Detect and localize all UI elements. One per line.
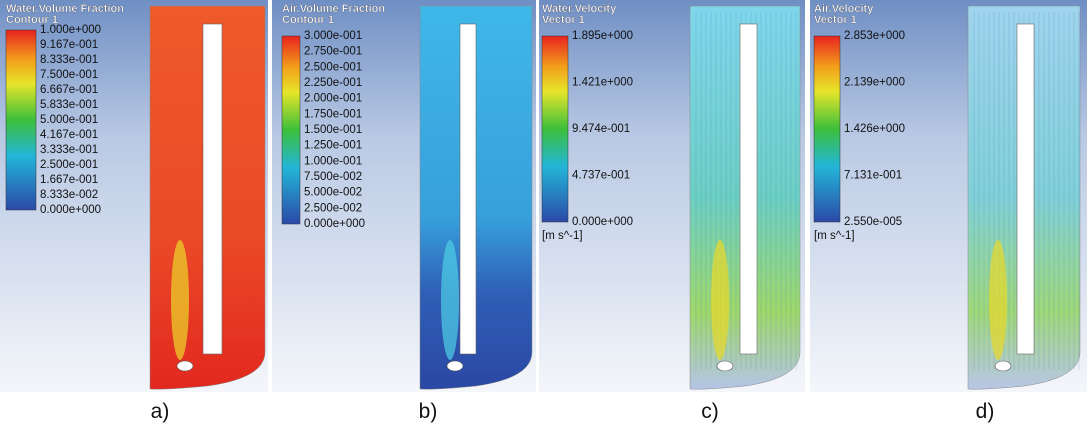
legend-label: 2.139e+000 xyxy=(844,77,905,89)
color-bar xyxy=(813,35,841,223)
legend-label: 4.737e-001 xyxy=(572,170,630,182)
baffle xyxy=(1016,23,1035,355)
baffle xyxy=(739,23,758,355)
legend-unit: [m s^-1] xyxy=(814,230,855,242)
legend-label: 2.750e-001 xyxy=(304,46,362,58)
legend-unit: [m s^-1] xyxy=(542,230,583,242)
baffle xyxy=(202,23,223,355)
caption: b) xyxy=(419,400,438,423)
legend-label: 2.500e-001 xyxy=(304,61,362,73)
legend-label: 1.895e+000 xyxy=(572,30,633,42)
legend-label: 1.000e+000 xyxy=(40,24,101,36)
panel-subtitle: Contour 1 xyxy=(6,14,58,26)
legend-label: 9.474e-001 xyxy=(572,123,630,135)
legend-label: 1.250e-001 xyxy=(304,140,362,152)
legend-label: 2.000e-001 xyxy=(304,93,362,105)
nozzle xyxy=(716,360,734,372)
legend-label: 2.500e-002 xyxy=(304,202,362,214)
jet-plume xyxy=(711,240,729,360)
legend-label: 5.833e-001 xyxy=(40,99,98,111)
legend-label: 0.000e+000 xyxy=(40,204,101,216)
legend-label: 8.333e-001 xyxy=(40,54,98,66)
legend-label: 2.500e-001 xyxy=(40,159,98,171)
legend-label: 1.500e-001 xyxy=(304,124,362,136)
jet-plume xyxy=(441,240,459,360)
legend-label: 2.550e-005 xyxy=(844,216,902,228)
legend-label: 9.167e-001 xyxy=(40,39,98,51)
panel-title: Air.Velocity xyxy=(814,3,874,15)
panel-title: Water.Volume Fraction xyxy=(6,3,124,15)
baffle xyxy=(459,23,477,355)
jet-plume xyxy=(171,240,189,360)
legend-label: 0.000e+000 xyxy=(572,216,633,228)
color-bar xyxy=(541,35,569,223)
nozzle xyxy=(176,360,194,372)
legend-label: 5.000e-001 xyxy=(40,114,98,126)
legend-label: 8.333e-002 xyxy=(40,189,98,201)
panel-title: Air.Volume Fraction xyxy=(282,3,385,15)
legend-label: 6.667e-001 xyxy=(40,84,98,96)
caption: c) xyxy=(701,400,719,423)
legend-label: 7.500e-001 xyxy=(40,69,98,81)
legend-label: 3.333e-001 xyxy=(40,144,98,156)
nozzle xyxy=(994,360,1012,372)
legend-label: 1.667e-001 xyxy=(40,174,98,186)
jet-plume xyxy=(989,240,1007,360)
legend-label: 3.000e-001 xyxy=(304,30,362,42)
legend-label: 5.000e-002 xyxy=(304,187,362,199)
legend-label: 2.250e-001 xyxy=(304,77,362,89)
caption: d) xyxy=(976,400,995,423)
nozzle xyxy=(446,360,464,372)
legend-label: 1.421e+000 xyxy=(572,77,633,89)
color-bar xyxy=(281,35,301,225)
panel-title: Water.Velocity xyxy=(542,3,617,15)
legend-label: 1.750e-001 xyxy=(304,108,362,120)
legend-label: 7.500e-002 xyxy=(304,171,362,183)
legend-label: 1.426e+000 xyxy=(844,123,905,135)
panel-subtitle: Vector 1 xyxy=(542,14,585,26)
legend-label: 2.853e+000 xyxy=(844,30,905,42)
caption: a) xyxy=(151,400,170,423)
panel-subtitle: Contour 1 xyxy=(282,14,334,26)
legend-label: 4.167e-001 xyxy=(40,129,98,141)
color-bar xyxy=(5,29,37,211)
legend-label: 0.000e+000 xyxy=(304,218,365,230)
legend-label: 1.000e-001 xyxy=(304,155,362,167)
panel-subtitle: Vector 1 xyxy=(814,14,857,26)
legend-label: 7.131e-001 xyxy=(844,170,902,182)
